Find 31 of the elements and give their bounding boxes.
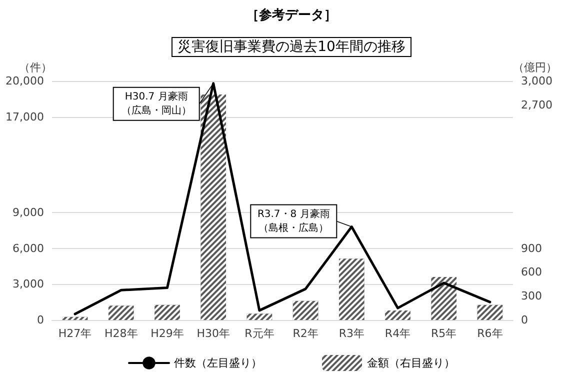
x-tick-label: H28年 bbox=[104, 327, 138, 340]
legend-label: 金額（右目盛り） bbox=[367, 356, 455, 370]
y-tick-label: 20,000 bbox=[6, 74, 44, 88]
y2-tick-label: 2,700 bbox=[521, 98, 552, 112]
x-tick-label: H30年 bbox=[196, 327, 230, 340]
y-tick-label: 0 bbox=[37, 314, 44, 326]
y-axis-title: （件） bbox=[19, 61, 52, 74]
x-tick-label: R6年 bbox=[477, 327, 503, 340]
annotation: R3.7・8 月豪雨（島根・広島） bbox=[257, 208, 330, 234]
y2-axis-title: （億円） bbox=[513, 61, 557, 74]
x-tick-label: H29年 bbox=[150, 327, 184, 340]
chart-title: ［参考データ］ bbox=[246, 7, 337, 23]
y2-tick-label: 900 bbox=[521, 242, 542, 255]
legend-label: 件数（左目盛り） bbox=[174, 356, 262, 370]
y2-tick-label: 0 bbox=[521, 314, 528, 326]
annotation: H30.7 月豪雨（広島・岡山） bbox=[121, 90, 192, 116]
x-tick-label: R3年 bbox=[338, 327, 364, 340]
x-tick-label: R元年 bbox=[244, 327, 274, 340]
x-tick-label: R5年 bbox=[431, 327, 457, 340]
y-tick-label: 3,000 bbox=[12, 278, 44, 291]
chart-subtitle: 災害復旧事業費の過去10年間の推移 bbox=[178, 39, 406, 55]
y-tick-label: 6,000 bbox=[12, 242, 44, 255]
x-tick-label: R2年 bbox=[292, 327, 318, 340]
y-tick-label: 17,000 bbox=[6, 110, 44, 124]
x-tick-label: R4年 bbox=[384, 327, 411, 340]
y-tick-label: 9,000 bbox=[12, 206, 44, 219]
y2-tick-label: 300 bbox=[521, 290, 542, 303]
x-tick-label: H27年 bbox=[58, 327, 92, 340]
line-series bbox=[74, 82, 492, 316]
y2-tick-label: 3,000 bbox=[521, 74, 552, 88]
y2-tick-label: 600 bbox=[521, 266, 542, 279]
